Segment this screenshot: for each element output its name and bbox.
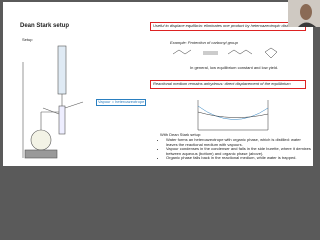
bullet: Organic phase falls back in the reaction… [166,156,311,161]
slide-title: Dean Stark setup [20,23,70,29]
bullet: Water forms an heteroazeotrope with orga… [166,137,311,147]
vapour-label: Vapour = heteroazeotrope [96,99,147,106]
with-label: With Dean Stark setup: [160,132,202,137]
slide: Dean Stark setup Setup Useful to displac… [3,2,313,166]
info-box: Reactional medium remains anhydrous: dir… [150,80,306,89]
bullet-list: Water forms an heteroazeotrope with orga… [160,137,311,161]
webcam [288,0,320,27]
molecule-scheme [172,47,278,59]
setup-label: Setup [22,37,33,42]
diagram [197,100,269,131]
general-text: In general, low equilibrium constant and… [190,65,279,70]
webcam-image [298,4,316,27]
example-text: Example: Protection of carbonyl group [170,40,238,45]
apparatus [22,45,84,159]
drawings [22,45,278,159]
screen: Dean Stark setup Setup Useful to displac… [0,0,317,170]
bullet: Vapour condenses in the condenser and fa… [166,146,311,156]
